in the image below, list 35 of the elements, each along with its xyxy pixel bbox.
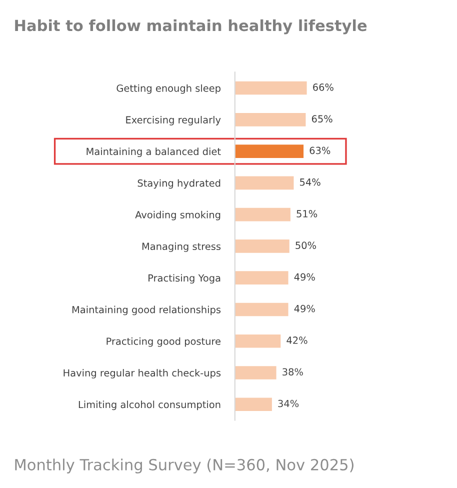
y-tick-label: Managing stress (142, 242, 221, 252)
data-label: 51% (296, 210, 318, 218)
data-label: 54% (300, 178, 320, 186)
data-label: 34% (278, 400, 299, 408)
data-label: 49% (294, 273, 315, 281)
y-tick-label: Having regular health check-ups (64, 369, 221, 378)
y-tick-label: Maintaining good relationships (72, 306, 221, 316)
text: Monthly Tracking Survey (N=360, Nov 2025) (15, 458, 354, 474)
chart-title: Habit to follow maintain healthy lifestyle (15, 19, 367, 34)
bar (234, 302, 288, 316)
bar (234, 113, 306, 126)
y-tick-label: Getting enough sleep (116, 84, 220, 94)
bar (234, 271, 288, 284)
y-tick-label: Practising Yoga (148, 274, 220, 284)
data-label: 50% (296, 242, 316, 250)
bar (234, 398, 272, 411)
bar (234, 366, 276, 380)
data-label: 65% (312, 115, 332, 122)
bar (234, 240, 290, 253)
data-label: 42% (286, 336, 308, 344)
y-tick-label: Avoiding smoking (135, 210, 220, 220)
y-tick-label: Exercising regularly (126, 116, 221, 126)
y-tick-label: Limiting alcohol consumption (78, 400, 220, 410)
bar (234, 144, 304, 158)
data-label: 66% (313, 84, 334, 91)
bar (234, 81, 307, 95)
data-label: 38% (282, 368, 303, 376)
bar (234, 208, 290, 222)
y-tick-label: Practicing good posture (106, 337, 220, 347)
data-label: 49% (294, 304, 315, 312)
y-tick-label: Staying hydrated (138, 179, 220, 189)
bar (234, 176, 294, 190)
data-label: 63% (310, 146, 330, 154)
bar (234, 334, 281, 348)
y-tick-label: Maintaining a balanced diet (86, 148, 221, 158)
